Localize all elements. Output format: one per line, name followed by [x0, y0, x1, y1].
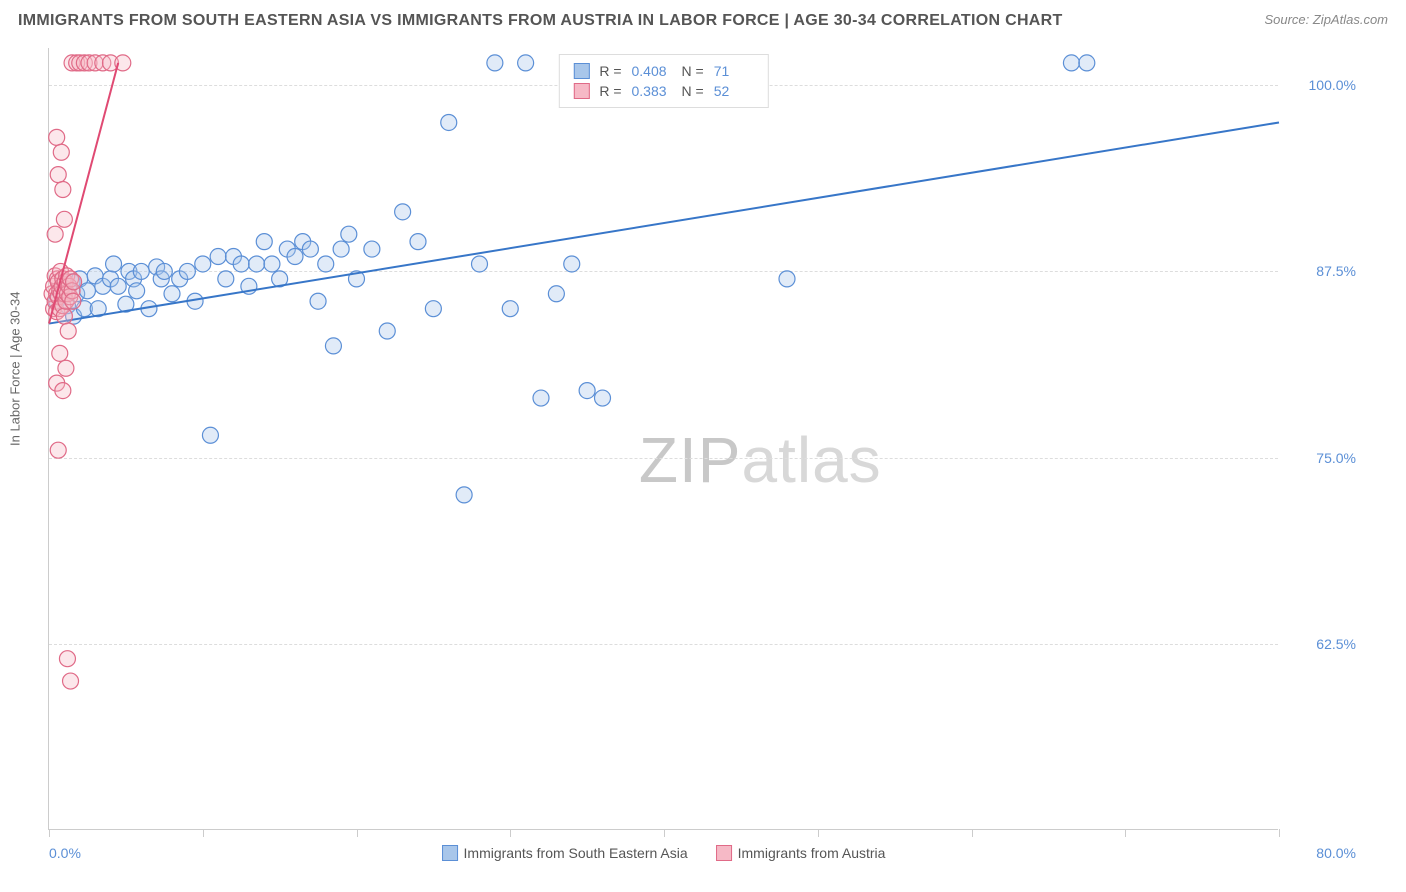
data-point — [53, 144, 69, 160]
data-point — [56, 308, 72, 324]
n-value: 71 — [714, 63, 754, 79]
data-point — [49, 129, 65, 145]
data-point — [164, 286, 180, 302]
data-point — [218, 271, 234, 287]
data-point — [55, 182, 71, 198]
data-point — [502, 301, 518, 317]
data-point — [379, 323, 395, 339]
chart-title: IMMIGRANTS FROM SOUTH EASTERN ASIA VS IM… — [18, 12, 1063, 30]
data-point — [106, 256, 122, 272]
x-tick — [1279, 829, 1280, 837]
data-point — [202, 427, 218, 443]
data-point — [249, 256, 265, 272]
data-point — [233, 256, 249, 272]
y-tick-label: 75.0% — [1316, 450, 1356, 466]
x-tick — [203, 829, 204, 837]
data-point — [60, 323, 76, 339]
x-tick — [818, 829, 819, 837]
data-point — [425, 301, 441, 317]
data-point — [210, 249, 226, 265]
data-point — [341, 226, 357, 242]
data-point — [1079, 55, 1095, 71]
data-point — [1063, 55, 1079, 71]
y-tick-label: 62.5% — [1316, 636, 1356, 652]
data-point — [318, 256, 334, 272]
data-point — [58, 360, 74, 376]
y-axis-label: In Labor Force | Age 30-34 — [8, 292, 23, 446]
n-value: 52 — [714, 83, 754, 99]
x-axis-max-label: 80.0% — [1316, 845, 1356, 861]
y-tick-label: 100.0% — [1309, 77, 1356, 93]
data-point — [264, 256, 280, 272]
data-point — [50, 167, 66, 183]
data-point — [66, 274, 82, 290]
data-point — [487, 55, 503, 71]
data-point — [533, 390, 549, 406]
legend-label: Immigrants from Austria — [738, 845, 886, 861]
trend-line — [49, 122, 1279, 323]
data-point — [129, 283, 145, 299]
data-point — [310, 293, 326, 309]
data-point — [195, 256, 211, 272]
data-point — [564, 256, 580, 272]
data-point — [56, 211, 72, 227]
n-label: N = — [682, 83, 704, 99]
stats-legend: R = 0.408 N = 71 R = 0.383 N = 52 — [558, 54, 768, 108]
data-point — [472, 256, 488, 272]
legend-swatch — [442, 845, 458, 861]
x-tick — [510, 829, 511, 837]
data-point — [65, 293, 81, 309]
x-tick — [972, 829, 973, 837]
data-point — [179, 263, 195, 279]
x-tick — [1125, 829, 1126, 837]
legend-swatch — [573, 83, 589, 99]
data-point — [287, 249, 303, 265]
series-legend: Immigrants from South Eastern Asia Immigr… — [442, 845, 886, 861]
data-point — [133, 263, 149, 279]
data-point — [59, 651, 75, 667]
n-label: N = — [682, 63, 704, 79]
data-point — [256, 234, 272, 250]
data-point — [410, 234, 426, 250]
data-point — [548, 286, 564, 302]
data-point — [110, 278, 126, 294]
data-point — [50, 442, 66, 458]
data-point — [395, 204, 411, 220]
x-tick — [49, 829, 50, 837]
data-point — [518, 55, 534, 71]
legend-item: Immigrants from Austria — [716, 845, 886, 861]
stats-row: R = 0.408 N = 71 — [573, 61, 753, 81]
legend-item: Immigrants from South Eastern Asia — [442, 845, 688, 861]
data-point — [456, 487, 472, 503]
data-point — [579, 383, 595, 399]
scatter-svg — [49, 48, 1278, 829]
r-label: R = — [599, 63, 621, 79]
legend-swatch — [716, 845, 732, 861]
y-tick-label: 87.5% — [1316, 263, 1356, 279]
data-point — [364, 241, 380, 257]
data-point — [63, 673, 79, 689]
r-value: 0.408 — [632, 63, 672, 79]
source-attribution: Source: ZipAtlas.com — [1264, 12, 1388, 27]
data-point — [441, 114, 457, 130]
data-point — [302, 241, 318, 257]
plot-area: ZIPatlas 62.5%75.0%87.5%100.0% R =0.408N… — [48, 48, 1278, 830]
x-axis-min-label: 0.0% — [49, 845, 81, 861]
data-point — [779, 271, 795, 287]
data-point — [47, 226, 63, 242]
data-point — [52, 345, 68, 361]
legend-label: Immigrants from South Eastern Asia — [464, 845, 688, 861]
data-point — [156, 263, 172, 279]
data-point — [333, 241, 349, 257]
r-label: R = — [599, 83, 621, 99]
data-point — [325, 338, 341, 354]
data-point — [79, 283, 95, 299]
legend-swatch — [573, 63, 589, 79]
stats-row: R = 0.383 N = 52 — [573, 81, 753, 101]
x-tick — [357, 829, 358, 837]
data-point — [595, 390, 611, 406]
x-tick — [664, 829, 665, 837]
r-value: 0.383 — [632, 83, 672, 99]
data-point — [55, 383, 71, 399]
